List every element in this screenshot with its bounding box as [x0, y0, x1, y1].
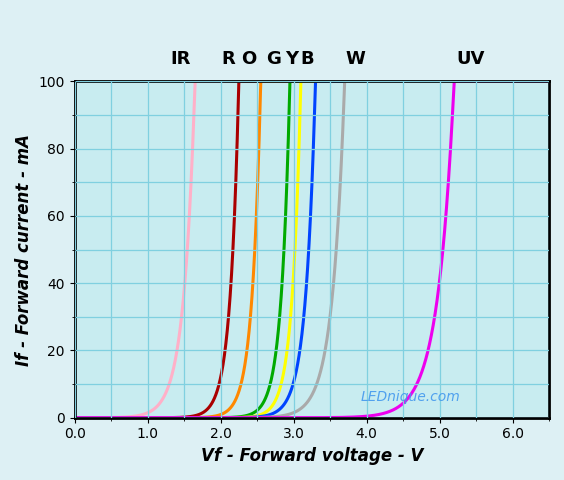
Text: O: O — [241, 50, 256, 68]
X-axis label: Vf - Forward voltage - V: Vf - Forward voltage - V — [201, 447, 423, 465]
Text: R: R — [221, 50, 235, 68]
Text: LEDnique.com: LEDnique.com — [360, 390, 460, 404]
Text: B: B — [300, 50, 314, 68]
Text: W: W — [346, 50, 365, 68]
Y-axis label: If - Forward current - mA: If - Forward current - mA — [15, 133, 33, 366]
Text: Y: Y — [285, 50, 299, 68]
Text: UV: UV — [456, 50, 484, 68]
Text: IR: IR — [170, 50, 191, 68]
Text: G: G — [266, 50, 281, 68]
